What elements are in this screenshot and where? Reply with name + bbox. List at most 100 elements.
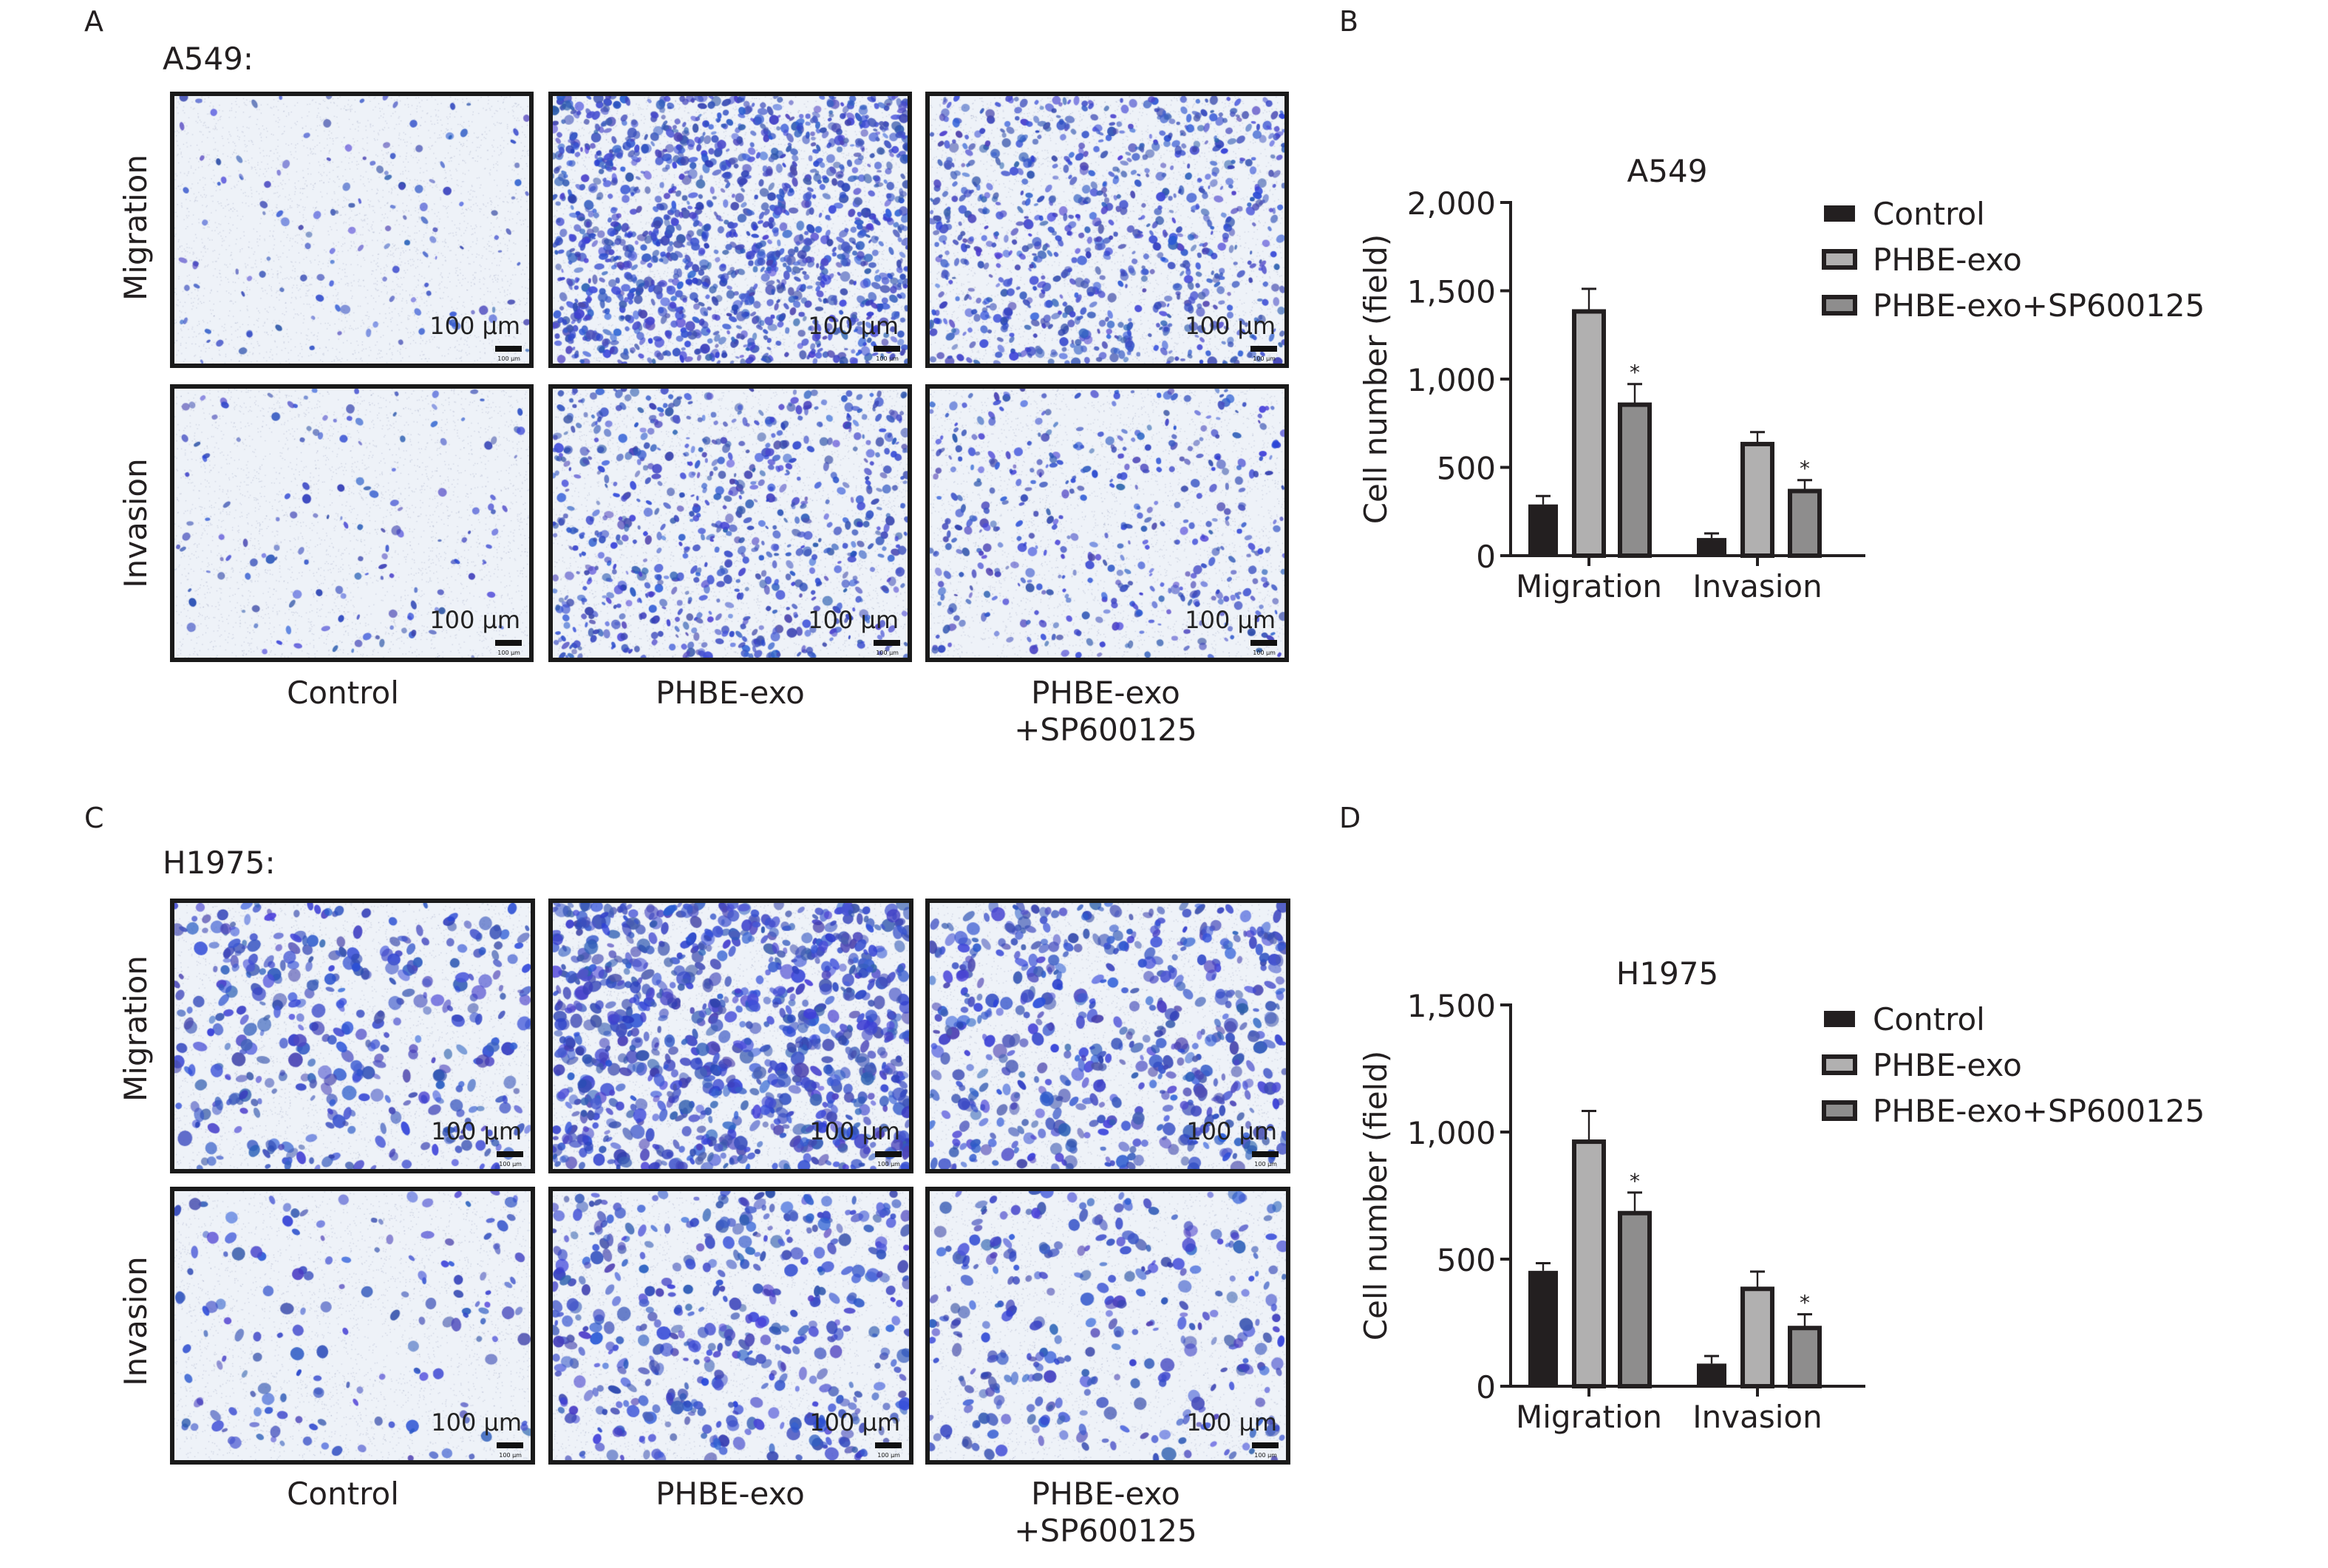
row-label-migration: Migration [118,955,154,1102]
column-label-phbe-exo-sp600125: PHBE-exo +SP600125 [928,675,1283,749]
micrograph-a549-invasion-phbe-exo-sp600125: 100 µm 100 µm [925,384,1289,662]
scale-bar [1252,1442,1279,1448]
row-label-invasion: Invasion [118,458,154,588]
column-label-control: Control [287,1476,399,1512]
legend-swatch [1822,295,1857,316]
significance-marker: * [1630,1169,1640,1193]
scale-bar-label: 100 µm [809,1117,900,1145]
x-tick-label-migration: Migration [1516,1399,1662,1435]
legend-swatch [1822,1054,1857,1075]
bar-phbe-exo-invasion [1740,1286,1774,1388]
bar-control-migration [1528,504,1558,556]
y-tick-label: 1,000 [1407,362,1496,398]
scale-bar [1252,1151,1279,1157]
bar-phbe-exo-migration [1572,309,1606,558]
y-axis-label: Cell number (field) [1358,1051,1394,1341]
stained-cells-image [174,903,531,1169]
bar-phbe-exo-invasion [1740,441,1774,558]
panel-label-a: A [84,6,103,38]
stained-cells-image [553,96,908,364]
x-tick-label-invasion: Invasion [1692,568,1822,604]
cell-line-label-h1975: H1975: [163,845,276,881]
bar-phbe-exo-sp600125-migration [1618,402,1652,558]
scale-bar-label: 100 µm [809,1408,900,1436]
scale-bar-label: 100 µm [808,606,899,634]
y-axis-label: Cell number (field) [1358,234,1394,525]
micrograph-h1975-migration-phbe-exo: 100 µm 100 µm [548,899,913,1173]
scale-bar-label: 100 µm [431,1408,522,1436]
stained-cells-image [930,1191,1286,1460]
legend-label: Control [1873,1001,1985,1037]
scale-bar-mini-label: 100 µm [1254,1451,1277,1459]
panel-label-c: C [84,802,104,835]
y-tick-label: 500 [1437,451,1496,487]
scale-bar [1250,346,1277,352]
legend-label: Control [1873,196,1985,232]
micrograph-h1975-migration-phbe-exo-sp600125: 100 µm 100 µm [925,899,1290,1173]
legend-swatch [1822,1100,1857,1121]
scale-bar [875,1442,902,1448]
significance-marker: * [1800,1291,1810,1315]
y-tick-label: 0 [1476,1369,1496,1405]
stained-cells-image [174,389,529,658]
scale-bar-mini-label: 100 µm [497,649,520,656]
cell-line-label-a549: A549: [163,41,254,77]
scale-bar-label: 100 µm [431,1117,522,1145]
stained-cells-image [553,903,909,1169]
scale-bar-mini-label: 100 µm [499,1451,522,1459]
column-label-control: Control [287,675,399,711]
scale-bar [497,1442,523,1448]
legend-label: PHBE-exo [1873,242,2022,278]
stained-cells-image [174,96,529,364]
scale-bar-label: 100 µm [1185,606,1276,634]
legend-swatch [1822,249,1857,270]
column-label-line1: PHBE-exo [1031,1476,1180,1512]
scale-bar-label: 100 µm [1186,1117,1277,1145]
micrograph-h1975-migration-control: 100 µm 100 µm [170,899,535,1173]
legend-label: PHBE-exo+SP600125 [1873,287,2205,324]
y-tick-label: 500 [1437,1242,1496,1278]
scale-bar [874,346,900,352]
bar-chart-h1975: H1975 Cell number (field) 0 500 1,000 1,500 Mi… [1358,955,2205,1435]
stained-cells-image [553,1191,909,1460]
significance-marker: * [1630,361,1640,385]
y-tick-label: 1,500 [1407,274,1496,310]
bar-phbe-exo-sp600125-migration [1618,1210,1652,1388]
scale-bar [874,640,900,646]
row-label-migration: Migration [118,154,154,301]
micrograph-h1975-invasion-phbe-exo: 100 µm 100 µm [548,1187,913,1465]
bar-control-migration [1528,1270,1558,1386]
column-label-phbe-exo: PHBE-exo [656,675,805,711]
stained-cells-image [553,389,908,658]
micrograph-a549-invasion-phbe-exo: 100 µm 100 µm [548,384,912,662]
scale-bar-mini-label: 100 µm [497,355,520,362]
micrograph-a549-migration-phbe-exo-sp600125: 100 µm 100 µm [925,92,1289,368]
scale-bar-mini-label: 100 µm [1254,1160,1277,1168]
micrograph-a549-migration-phbe-exo: 100 µm 100 µm [548,92,912,368]
y-tick-label: 1,500 [1407,988,1496,1024]
scale-bar-mini-label: 100 µm [876,355,899,362]
scale-bar-label: 100 µm [1186,1408,1277,1436]
bar-control-invasion [1697,1363,1726,1386]
scale-bar-mini-label: 100 µm [877,1160,900,1168]
scale-bar [495,640,522,646]
bar-chart-a549: A549 Cell number (field) 0 500 1,000 1,500 2,0… [1358,153,2205,604]
scale-bar-label: 100 µm [429,312,520,340]
legend-label: PHBE-exo+SP600125 [1873,1093,2205,1129]
legend-swatch [1824,1011,1855,1027]
bar-phbe-exo-sp600125-invasion [1788,1326,1822,1388]
scale-bar-label: 100 µm [429,606,520,634]
column-label-phbe-exo: PHBE-exo [656,1476,805,1512]
legend-swatch [1824,205,1855,222]
bar-phbe-exo-sp600125-invasion [1788,488,1822,558]
scale-bar [875,1151,902,1157]
stained-cells-image [930,903,1286,1169]
scale-bar-mini-label: 100 µm [1253,649,1276,656]
column-label-line2: +SP600125 [1014,712,1197,748]
micrograph-h1975-invasion-phbe-exo-sp600125: 100 µm 100 µm [925,1187,1290,1465]
x-tick-label-invasion: Invasion [1692,1399,1822,1435]
scale-bar-label: 100 µm [1185,312,1276,340]
y-tick-label: 2,000 [1407,185,1496,222]
scale-bar [495,346,522,352]
stained-cells-image [930,389,1284,658]
